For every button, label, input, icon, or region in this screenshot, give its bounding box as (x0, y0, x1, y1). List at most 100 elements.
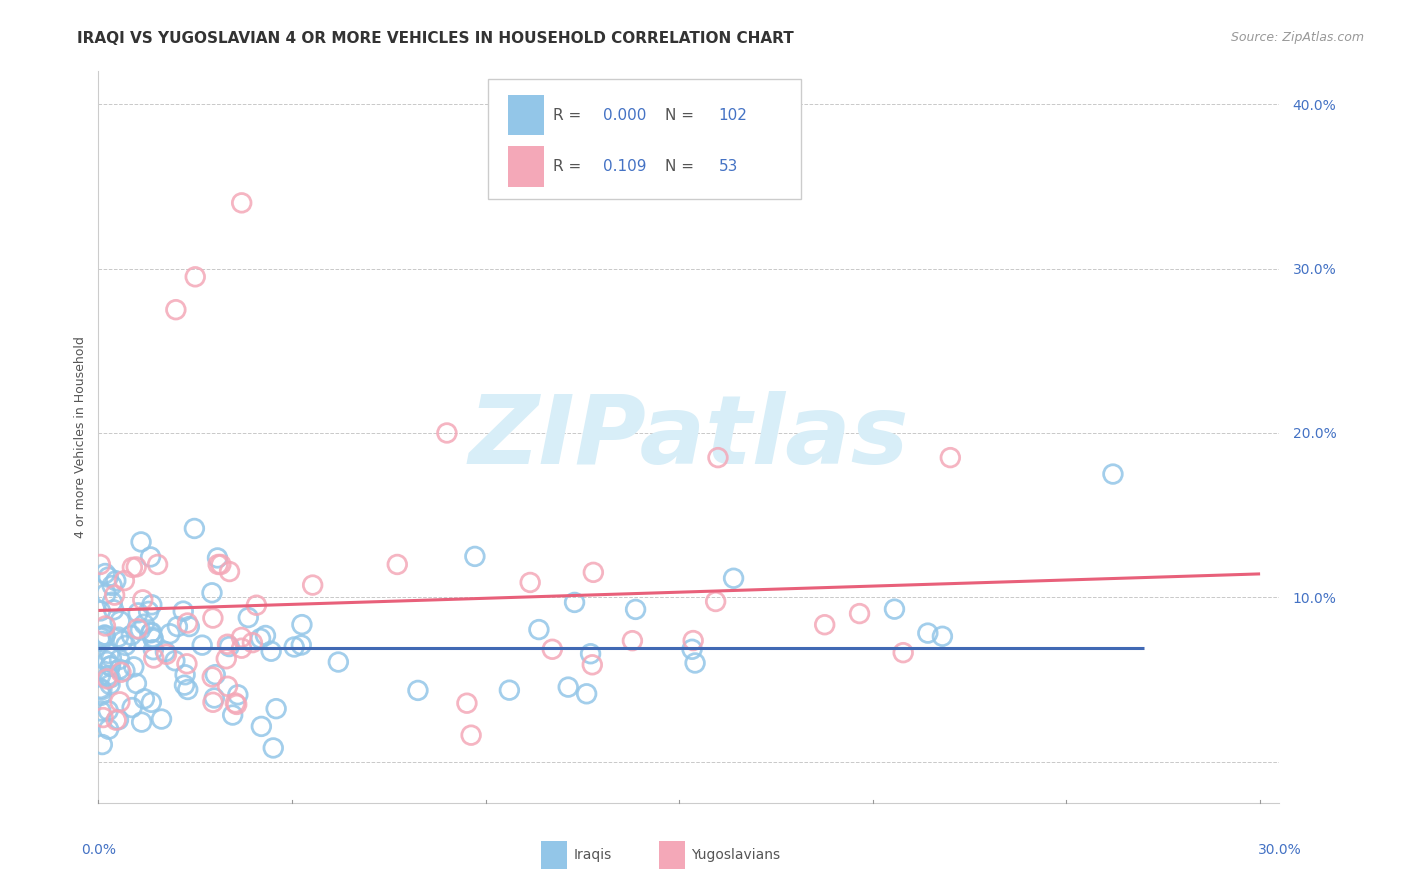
Point (96, 655, 118, 669)
Point (681, 642, 703, 657)
Text: Source: ZipAtlas.com: Source: ZipAtlas.com (1230, 31, 1364, 45)
Point (108, 695, 131, 709)
Point (104, 574, 127, 588)
Point (217, 679, 239, 693)
Point (150, 712, 173, 726)
Point (328, 655, 350, 669)
Point (98, 677, 121, 691)
Point (177, 682, 200, 697)
Point (89, 558, 111, 572)
Point (105, 713, 128, 727)
Point (291, 617, 314, 632)
Point (218, 565, 240, 579)
Point (201, 695, 224, 709)
Point (142, 651, 165, 665)
Point (201, 670, 224, 684)
Point (575, 687, 598, 701)
Point (134, 691, 156, 706)
Point (108, 662, 131, 676)
Point (90, 688, 112, 702)
Point (91, 630, 114, 644)
Text: Iraqis: Iraqis (574, 847, 612, 862)
Point (173, 678, 195, 692)
Point (101, 595, 124, 609)
Point (98, 671, 121, 685)
Point (262, 741, 284, 756)
Point (93, 628, 115, 642)
Point (110, 665, 132, 680)
Text: R =: R = (553, 159, 586, 174)
Point (121, 560, 143, 574)
Point (141, 695, 163, 709)
Point (111, 633, 134, 648)
Point (579, 647, 602, 661)
Point (204, 667, 226, 681)
Point (176, 657, 198, 671)
Point (254, 628, 277, 642)
Point (108, 652, 131, 666)
Point (98, 647, 121, 661)
Point (125, 560, 148, 574)
Point (541, 642, 564, 657)
Point (97, 570, 120, 584)
Point (139, 549, 162, 564)
Point (139, 625, 162, 640)
Text: 0.0%: 0.0% (82, 843, 115, 857)
Point (249, 632, 271, 646)
Point (159, 626, 181, 640)
Point (142, 642, 165, 657)
Point (564, 595, 586, 609)
Point (89, 669, 111, 683)
Y-axis label: 4 or more Vehicles in Household: 4 or more Vehicles in Household (75, 336, 87, 538)
Point (91, 710, 114, 724)
Point (91, 738, 114, 752)
Point (231, 641, 253, 656)
Point (165, 302, 187, 317)
Point (89, 631, 111, 645)
Point (107, 630, 129, 644)
Point (939, 450, 962, 465)
Point (155, 648, 177, 662)
Point (207, 550, 229, 565)
Point (387, 558, 409, 572)
Point (131, 715, 153, 730)
Point (134, 617, 156, 632)
Point (90, 682, 112, 697)
Point (217, 637, 239, 651)
Point (89, 604, 111, 618)
Point (141, 598, 163, 612)
Point (250, 719, 273, 733)
Point (100, 658, 122, 673)
Point (264, 701, 287, 715)
Point (120, 628, 142, 642)
Point (527, 623, 550, 637)
Point (112, 574, 135, 588)
Point (682, 633, 704, 648)
Text: 0.109: 0.109 (603, 159, 647, 174)
Point (207, 558, 229, 572)
Point (97, 668, 120, 682)
Point (238, 610, 260, 624)
Point (201, 611, 224, 625)
Point (114, 664, 136, 678)
Point (142, 630, 165, 644)
Point (103, 603, 125, 617)
Point (104, 588, 127, 602)
Point (406, 683, 429, 698)
Point (191, 638, 214, 652)
Point (96, 672, 118, 686)
Point (89, 681, 111, 696)
Point (460, 728, 482, 742)
Point (848, 607, 870, 621)
Point (122, 660, 145, 674)
Point (101, 578, 124, 592)
Point (174, 667, 197, 681)
Point (108, 614, 131, 628)
Point (557, 680, 579, 694)
Point (183, 521, 205, 535)
Point (456, 696, 478, 710)
Point (498, 683, 520, 698)
Text: N =: N = (665, 159, 699, 174)
Point (94, 619, 117, 633)
FancyBboxPatch shape (659, 841, 685, 869)
